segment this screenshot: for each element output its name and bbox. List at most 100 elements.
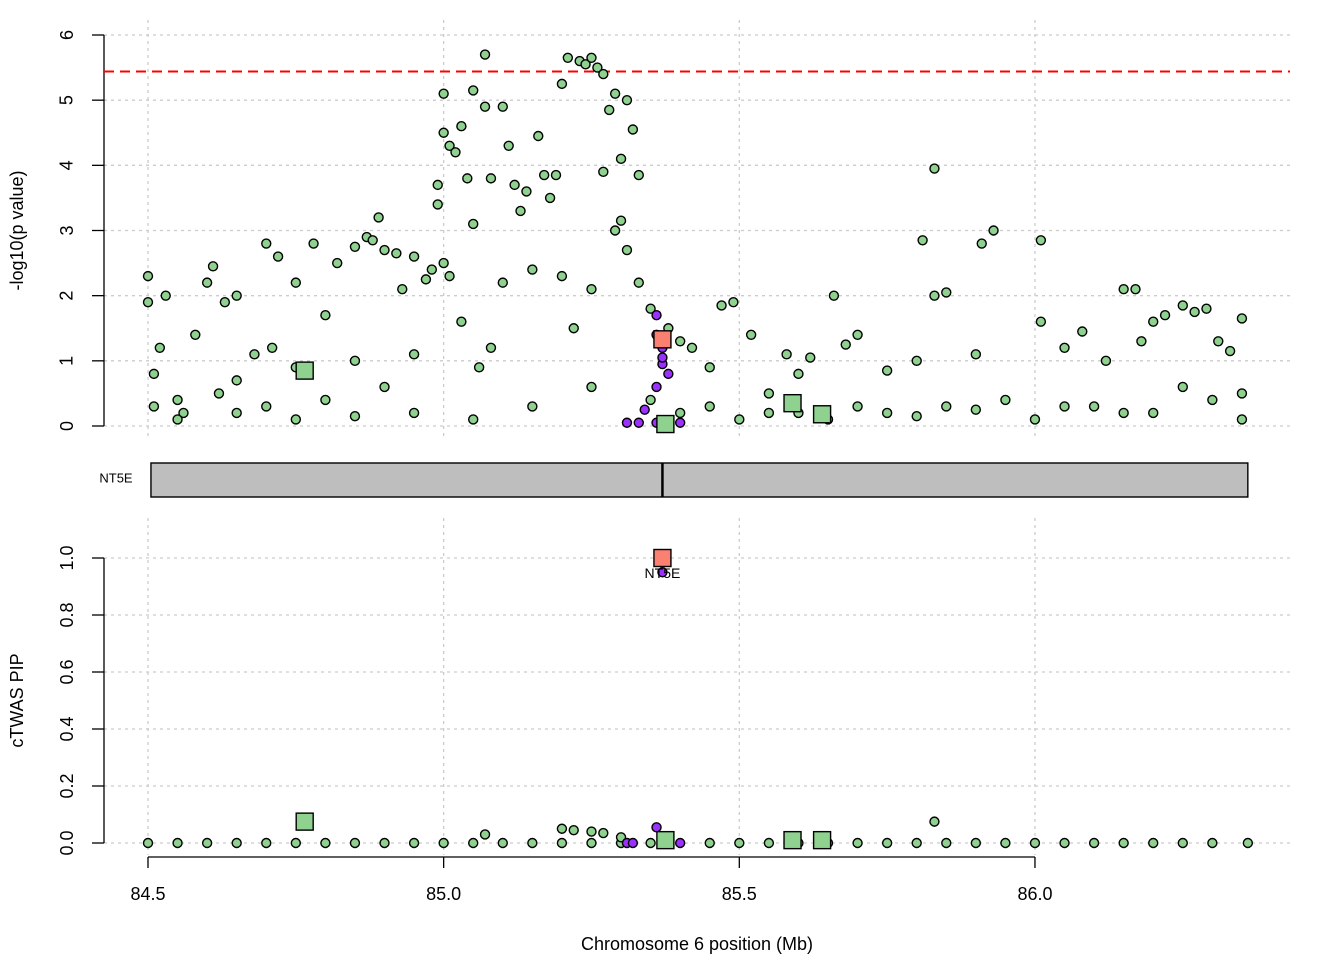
snp-point bbox=[852, 329, 863, 340]
snp-point bbox=[497, 837, 508, 849]
snp-point bbox=[219, 296, 231, 308]
snp-point bbox=[1236, 414, 1248, 425]
snp-point bbox=[479, 101, 491, 112]
snp-point bbox=[929, 816, 940, 827]
snp-point bbox=[1159, 310, 1171, 321]
snp-point bbox=[1177, 837, 1188, 849]
y-tick-label: 0.2 bbox=[57, 773, 77, 798]
gene-square bbox=[295, 812, 314, 831]
snp-point bbox=[172, 414, 183, 425]
snp-point bbox=[598, 827, 609, 839]
snp-point bbox=[586, 283, 597, 295]
snp-point bbox=[142, 270, 154, 282]
snp-point bbox=[580, 59, 591, 70]
snp-point bbox=[527, 837, 538, 849]
snp-point bbox=[438, 127, 449, 138]
snp-point bbox=[615, 153, 627, 165]
y-tick-label: 0.0 bbox=[57, 830, 77, 855]
snp-point bbox=[438, 257, 449, 269]
snp-point bbox=[793, 368, 804, 380]
snp-point bbox=[550, 169, 562, 181]
snp-point bbox=[911, 837, 922, 849]
snp-point bbox=[556, 78, 568, 90]
snp-point bbox=[1029, 414, 1041, 425]
snp-point bbox=[349, 837, 361, 849]
snp-point bbox=[468, 414, 479, 425]
snp-point bbox=[379, 244, 390, 256]
snp-point bbox=[651, 310, 662, 321]
snp-point bbox=[172, 394, 183, 406]
snp-point bbox=[556, 823, 568, 834]
snp-point bbox=[533, 130, 544, 142]
snp-point bbox=[970, 349, 982, 360]
snp-point bbox=[763, 388, 775, 399]
snp-point bbox=[473, 362, 485, 373]
snp-point bbox=[432, 179, 443, 191]
snp-point bbox=[438, 837, 449, 849]
gene-square bbox=[783, 393, 802, 413]
snp-point bbox=[450, 147, 461, 158]
snp-point bbox=[379, 381, 390, 393]
snp-point bbox=[674, 336, 686, 347]
y-tick-label: 1.0 bbox=[57, 545, 77, 570]
snp-point bbox=[627, 837, 639, 849]
snp-point bbox=[408, 837, 420, 849]
gene-square bbox=[653, 330, 672, 349]
snp-point bbox=[544, 192, 556, 204]
snp-point bbox=[639, 404, 650, 415]
snp-point bbox=[1088, 401, 1100, 412]
snp-point bbox=[586, 826, 597, 837]
snp-point bbox=[1059, 401, 1070, 412]
snp-point bbox=[562, 52, 574, 64]
snp-point bbox=[763, 407, 775, 419]
snp-point bbox=[1177, 381, 1188, 393]
y-tick-label: 3 bbox=[57, 225, 77, 235]
snp-point bbox=[645, 394, 656, 406]
y-tick-label: 0.8 bbox=[57, 602, 77, 627]
snp-point bbox=[881, 365, 893, 376]
snp-point bbox=[1148, 407, 1159, 419]
snp-point bbox=[633, 169, 644, 181]
snp-point bbox=[190, 329, 201, 340]
snp-point bbox=[674, 407, 686, 419]
x-tick-label: 86.0 bbox=[1017, 884, 1052, 904]
snp-point bbox=[349, 411, 361, 422]
snp-point bbox=[462, 173, 473, 184]
y-tick-label: 6 bbox=[57, 30, 77, 40]
snp-point bbox=[704, 401, 715, 412]
snp-point bbox=[332, 257, 343, 269]
snp-point bbox=[148, 368, 160, 380]
snp-point bbox=[379, 837, 390, 849]
snp-point bbox=[911, 411, 922, 422]
snp-point bbox=[970, 837, 982, 849]
snp-point bbox=[320, 310, 331, 321]
snp-point bbox=[320, 837, 331, 849]
snp-point bbox=[1118, 283, 1129, 295]
snp-point bbox=[852, 401, 863, 412]
snp-point bbox=[1118, 837, 1129, 849]
y-tick-label: 0.4 bbox=[57, 716, 77, 741]
snp-point bbox=[201, 837, 213, 849]
snp-point bbox=[615, 215, 627, 226]
snp-point bbox=[420, 274, 432, 285]
snp-point bbox=[586, 52, 597, 64]
snp-point bbox=[1088, 837, 1100, 849]
y-tick-label: 1 bbox=[57, 356, 77, 366]
snp-point bbox=[917, 235, 928, 246]
snp-point bbox=[598, 68, 609, 80]
snp-point bbox=[674, 837, 686, 849]
snp-point bbox=[201, 277, 213, 288]
snp-point bbox=[704, 362, 715, 373]
snp-point bbox=[290, 837, 302, 849]
x-tick-label: 84.5 bbox=[130, 884, 165, 904]
snp-point bbox=[568, 824, 579, 836]
snp-point bbox=[1236, 388, 1248, 399]
snp-point bbox=[621, 417, 633, 428]
snp-point bbox=[207, 261, 219, 272]
snp-point bbox=[1177, 300, 1188, 311]
snp-point bbox=[704, 837, 715, 849]
snp-point bbox=[397, 283, 408, 295]
snp-point bbox=[515, 205, 526, 217]
snp-point bbox=[1207, 837, 1218, 849]
snp-point bbox=[527, 264, 538, 275]
